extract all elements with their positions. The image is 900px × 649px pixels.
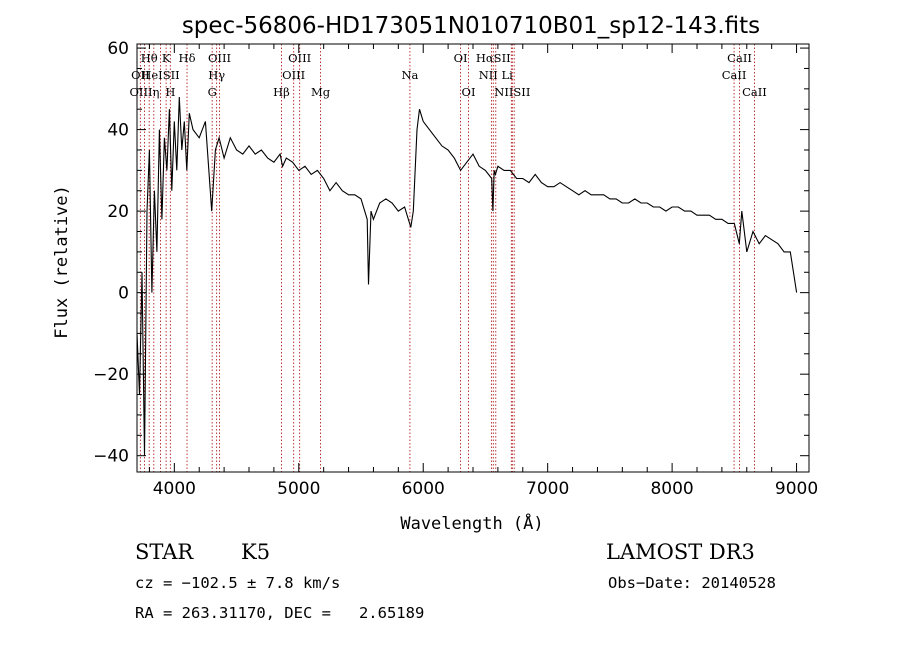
- spectral-line-label: NIISII: [494, 85, 530, 99]
- x-tick-label: 6000: [402, 479, 445, 499]
- spectral-line-label: OIII: [282, 68, 305, 82]
- line-markers: [139, 44, 755, 472]
- spectral-line-label: OI: [454, 51, 468, 65]
- spectral-line-label: Na: [401, 68, 418, 82]
- x-tick-label: 9000: [775, 479, 818, 499]
- y-tick-label: −20: [93, 365, 129, 385]
- y-tick-label: 40: [107, 121, 129, 141]
- y-tick-label: 0: [118, 284, 129, 304]
- axis-ticks: 4000 5000 6000 7000 8000 9000 −40 −20 0 20 40 60: [93, 39, 818, 499]
- x-tick-label: 5000: [277, 479, 320, 499]
- spectral-line-label: OII: [131, 68, 150, 82]
- spectral-line-label: NII Li: [479, 68, 513, 82]
- spectral-line-label: K: [162, 51, 171, 65]
- spectral-line-label: H: [165, 85, 175, 99]
- observation-date: Obs−Date: 20140528: [608, 574, 776, 592]
- y-tick-label: 60: [107, 39, 129, 59]
- spectral-line-label: OIIIη: [129, 85, 159, 99]
- spectral-line-label: OIII: [208, 51, 231, 65]
- x-tick-label: 4000: [153, 479, 196, 499]
- plot-frame: [136, 43, 810, 473]
- spectral-line-label: Hθ: [141, 51, 158, 65]
- subclass: K5: [241, 540, 271, 564]
- redshift-velocity: cz = −102.5 ± 7.8 km/s: [135, 574, 341, 592]
- x-tick-label: 8000: [650, 479, 693, 499]
- coordinates: RA = 263.31170, DEC = 2.65189: [135, 604, 425, 622]
- spectral-line-label: HeISII: [141, 68, 179, 82]
- x-tick-label: 7000: [526, 479, 569, 499]
- spectral-line-label: OIII: [288, 51, 311, 65]
- y-axis-label: Flux (relative): [52, 185, 72, 339]
- spectral-line-label: CaII: [727, 51, 752, 65]
- object-type: STAR: [135, 540, 194, 564]
- spectral-line-label: Hβ: [273, 85, 290, 99]
- spectral-line-label: Hδ: [179, 51, 196, 65]
- survey-name: LAMOST DR3: [606, 540, 755, 564]
- y-tick-label: −40: [93, 447, 129, 467]
- spectral-line-label: G: [208, 85, 217, 99]
- chart-title: spec-56806-HD173051N010710B01_sp12-143.f…: [182, 13, 760, 39]
- spectral-line-label: CaII: [742, 85, 767, 99]
- spectral-line-label: Mg: [311, 85, 331, 99]
- y-tick-label: 20: [107, 202, 129, 222]
- spectral-line-label: Hγ: [208, 68, 225, 82]
- spectral-line-label: CaII: [722, 68, 747, 82]
- spectral-line-label: OI: [462, 85, 476, 99]
- spectral-line-label: HαSII: [476, 51, 511, 65]
- x-axis-label: Wavelength (Å): [400, 512, 543, 534]
- spectrum-line: [136, 96, 798, 456]
